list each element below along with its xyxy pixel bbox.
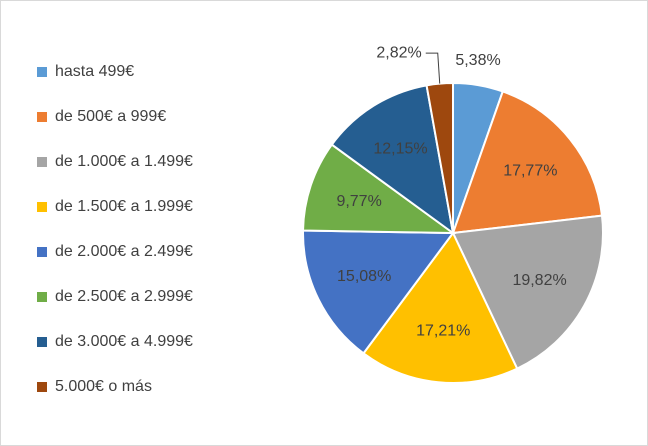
pie-slice (451, 214, 604, 370)
legend-label: de 2.500€ a 2.999€ (55, 288, 193, 305)
legend-swatch (37, 292, 47, 302)
legend-label: hasta 499€ (55, 63, 134, 80)
data-label: 5,38% (455, 52, 500, 69)
pie-slice (451, 90, 604, 235)
legend-label: de 500€ a 999€ (55, 108, 166, 125)
legend-swatch (37, 247, 47, 257)
data-label: 15,08% (337, 268, 391, 285)
legend-swatch (37, 112, 47, 122)
legend-swatch (37, 157, 47, 167)
legend-label: de 1.500€ a 1.999€ (55, 198, 193, 215)
pie-slice (330, 84, 455, 236)
legend-swatch (37, 202, 47, 212)
data-label: 9,77% (336, 193, 381, 210)
legend-label: de 1.000€ a 1.499€ (55, 153, 193, 170)
legend-swatch (37, 382, 47, 392)
legend-label: 5.000€ o más (55, 378, 152, 395)
data-label: 17,21% (416, 323, 470, 340)
legend-label: de 3.000€ a 4.999€ (55, 333, 193, 350)
data-label: 19,82% (512, 272, 566, 289)
data-label: 17,77% (503, 162, 557, 179)
pie-slice (302, 229, 455, 355)
legend-swatch (37, 67, 47, 77)
data-label: 2,82% (376, 44, 421, 61)
data-label: 12,15% (373, 140, 427, 157)
pie-slice (302, 143, 457, 235)
leader-line (425, 52, 441, 84)
legend-swatch (37, 337, 47, 347)
pie-slice (425, 81, 454, 234)
pie-slice (362, 231, 519, 384)
legend-label: de 2.000€ a 2.499€ (55, 243, 193, 260)
